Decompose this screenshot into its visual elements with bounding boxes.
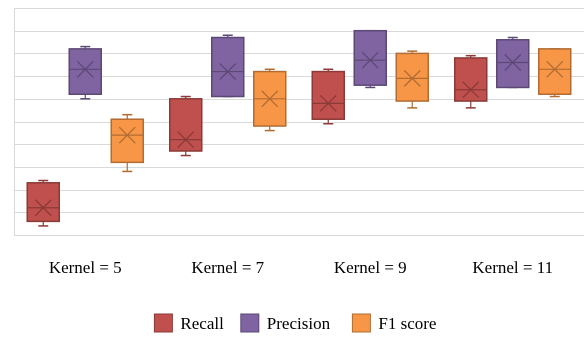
- mean-marker: [361, 51, 379, 69]
- box-body: [454, 57, 488, 102]
- box-body: [353, 29, 387, 86]
- box-body: [395, 52, 429, 102]
- gridlines: [14, 8, 584, 236]
- box-f1-score-3: [395, 50, 429, 109]
- x-axis-tick-labels: Kernel = 5 Kernel = 7 Kernel = 9 Kernel = 1…: [49, 258, 553, 277]
- legend-swatch: [153, 313, 173, 333]
- box-precision-2: [211, 34, 245, 98]
- box-recall-3: [311, 68, 345, 125]
- box-f1-score-1: [110, 113, 144, 173]
- box-recall-1: [26, 179, 60, 227]
- legend-item-f1-score: F1 score: [351, 313, 436, 333]
- box-body: [68, 48, 102, 96]
- legend-label: F1 score: [378, 314, 436, 333]
- box-body: [110, 118, 144, 164]
- box-body: [211, 36, 245, 98]
- mean-marker: [504, 54, 522, 71]
- box-body: [538, 48, 572, 96]
- mean-marker: [261, 90, 279, 108]
- x-tick-label: Kernel = 5: [49, 258, 122, 277]
- box-precision-3: [353, 29, 387, 89]
- mean-marker: [118, 126, 136, 144]
- legend-swatch: [240, 313, 260, 333]
- box-body: [496, 39, 530, 89]
- legend-item-precision: Precision: [240, 313, 331, 333]
- legend-label: Recall: [180, 314, 224, 333]
- x-tick-label: Kernel = 7: [191, 258, 264, 277]
- box-body: [311, 70, 345, 120]
- box-precision-1: [68, 45, 102, 100]
- legend-item-recall: Recall: [153, 313, 224, 333]
- x-tick-label: Kernel = 9: [334, 258, 407, 277]
- legend: Recall Precision F1 score: [153, 313, 436, 333]
- mean-marker: [403, 69, 421, 87]
- box-series: [26, 29, 572, 227]
- mean-marker: [177, 131, 195, 149]
- legend-label: Precision: [267, 314, 331, 333]
- box-body: [169, 98, 203, 152]
- box-recall-4: [454, 54, 488, 109]
- x-tick-label: Kernel = 11: [472, 258, 553, 277]
- box-recall-2: [169, 95, 203, 157]
- mean-marker: [76, 60, 94, 78]
- mean-marker: [546, 60, 564, 78]
- box-f1-score-2: [253, 68, 287, 132]
- mean-marker: [34, 199, 52, 217]
- mean-marker: [462, 81, 480, 99]
- mean-marker: [219, 63, 237, 81]
- box-precision-4: [496, 36, 530, 89]
- box-f1-score-4: [538, 48, 572, 98]
- legend-swatch: [351, 313, 371, 333]
- mean-marker: [319, 94, 337, 112]
- box-body: [26, 182, 60, 223]
